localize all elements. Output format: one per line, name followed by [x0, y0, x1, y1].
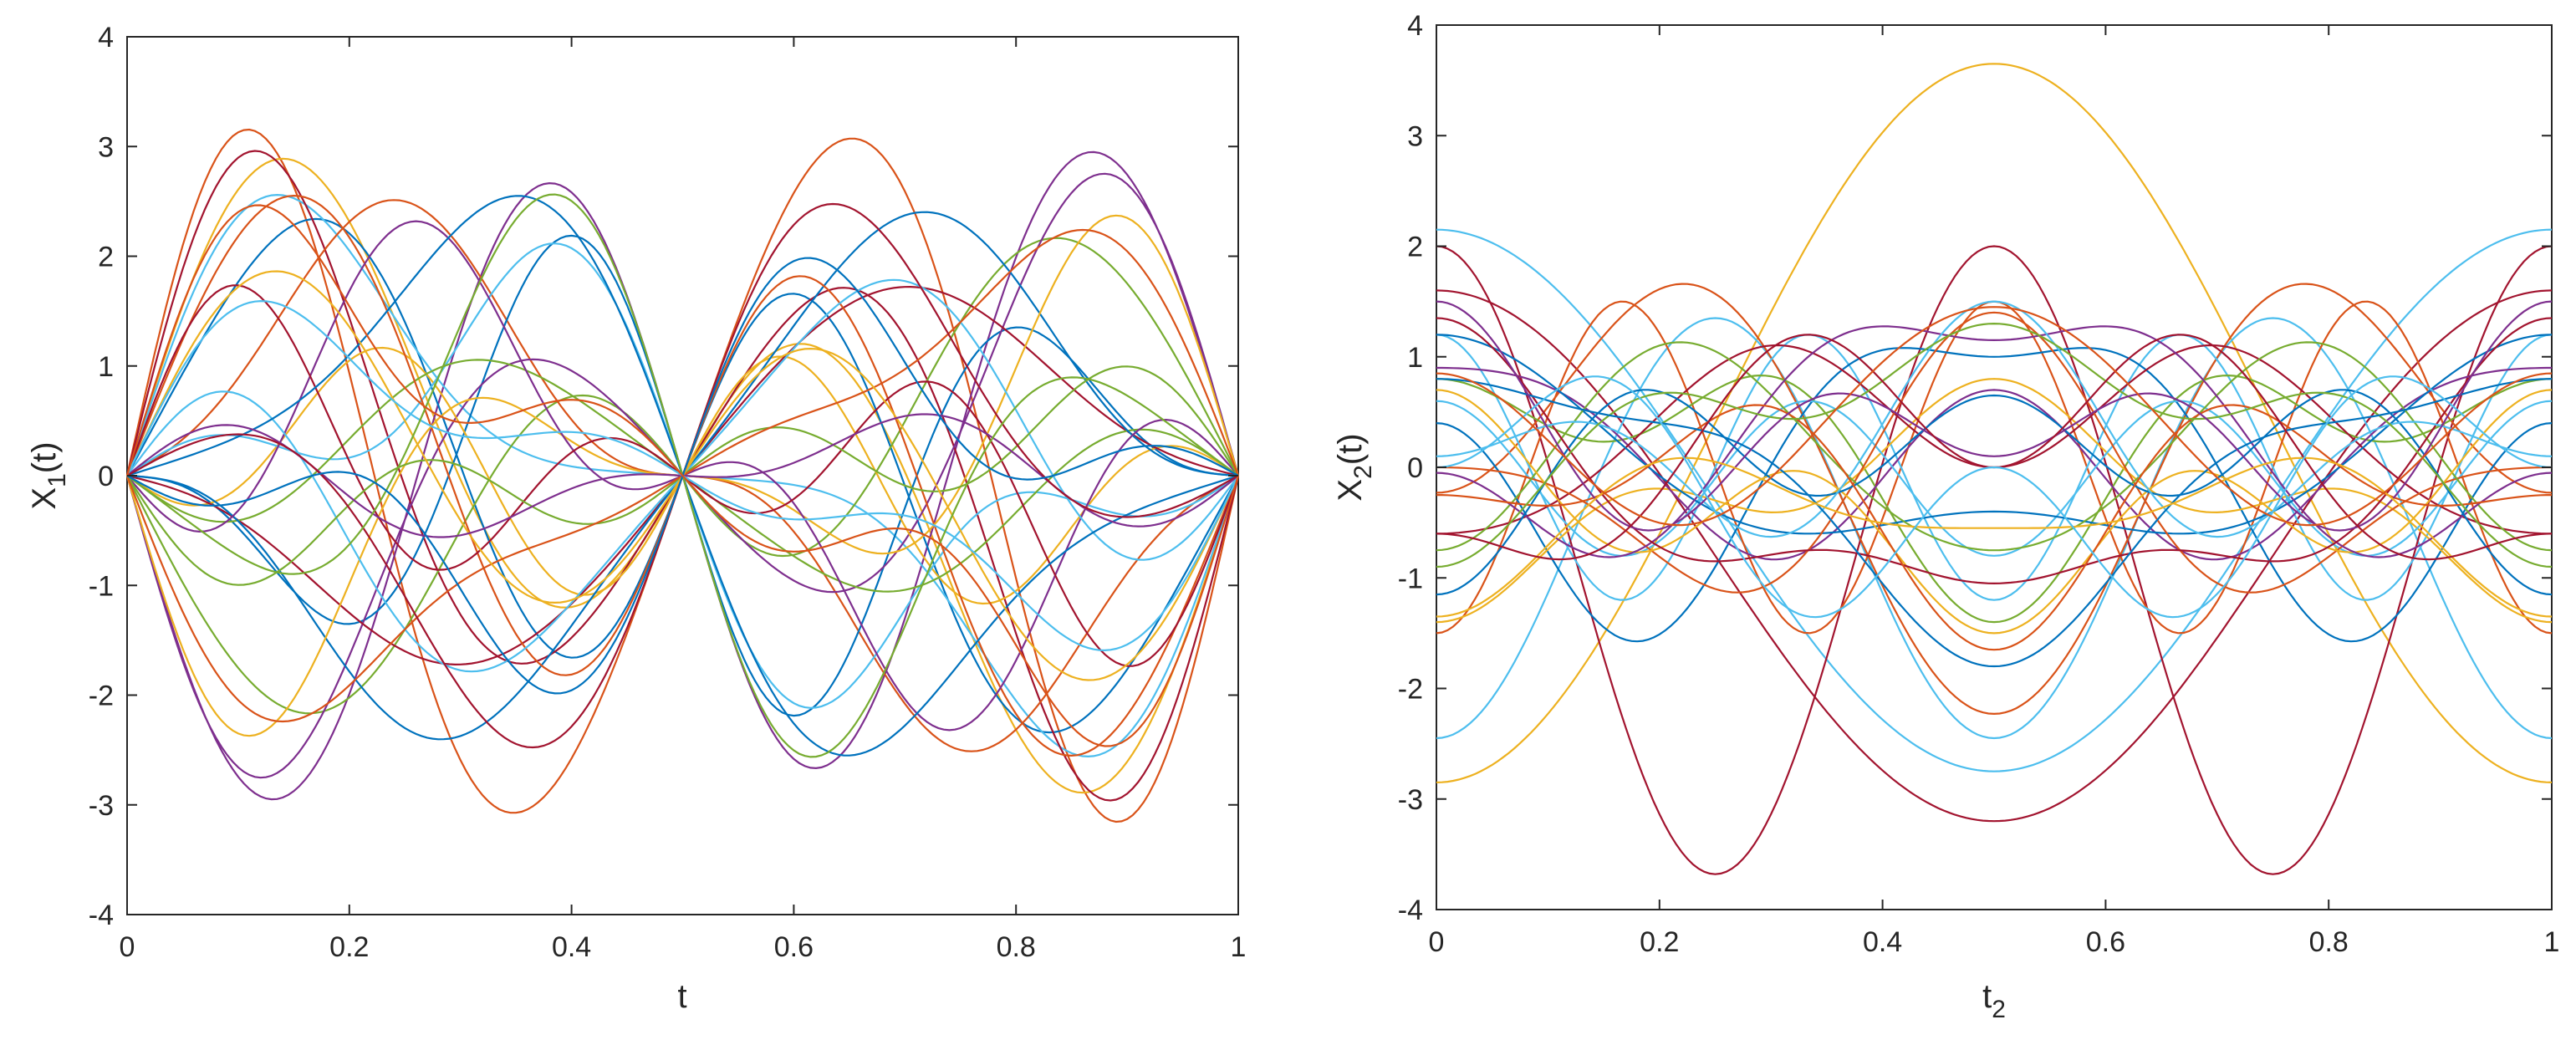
- series-line-right-17: [1436, 341, 2553, 552]
- ticks-right: 0 0.2 0.4 0.6 0.8 1 -4 -3 -2 -1 0 1 2 3 4: [1398, 10, 2560, 958]
- y-tick-label-left: 1: [98, 351, 114, 383]
- series-line-right-16: [1436, 311, 2552, 594]
- series-line-right-19: [1436, 325, 2553, 558]
- series-line-right-26: [1436, 300, 2553, 532]
- series-line-right-22: [1436, 300, 2553, 538]
- y-tick-label-left: -1: [89, 570, 114, 602]
- series-line-right-18: [1436, 389, 2553, 635]
- x-tick-label-left: 0: [120, 931, 135, 963]
- series-line-right-15: [1436, 334, 2553, 535]
- series-line-right-9: [1436, 347, 2553, 643]
- y-tick-label-right: 1: [1407, 342, 1423, 374]
- series-line-right-11: [1436, 378, 2553, 624]
- series-line-right-21: [1436, 317, 2553, 585]
- series-line-right-5: [1436, 245, 2553, 875]
- y-tick-label-left: 3: [98, 131, 114, 163]
- series-line-right-14: [1436, 344, 2553, 535]
- series-line-right-4: [1436, 317, 2553, 740]
- y-tick-label-right: 0: [1407, 452, 1423, 484]
- y-tick-label-right: -2: [1398, 674, 1423, 706]
- series-line-right-30: [1436, 306, 2553, 527]
- y-axis-title-left-sub: 1: [43, 473, 71, 487]
- y-tick-label-left: 4: [98, 22, 114, 54]
- x-tick-label-left: 0.8: [997, 931, 1036, 963]
- y-tick-label-left: 0: [98, 461, 114, 492]
- x-tick-label-right: 0.4: [1863, 926, 1902, 958]
- series-line-right-24: [1436, 322, 2553, 568]
- x-axis-title-right-sub: 2: [1992, 996, 2006, 1023]
- x-tick-label-right: 1: [2544, 926, 2560, 958]
- y-tick-label-right: 4: [1407, 10, 1423, 42]
- series-line-right-23: [1436, 404, 2552, 651]
- series-line-left-30: [125, 204, 1240, 747]
- x-tick-label-left: 0.6: [774, 931, 814, 963]
- y-tick-label-right: -1: [1398, 563, 1423, 594]
- x-axis-title-right: t2: [1982, 978, 2006, 1023]
- x-tick-label-right: 0: [1429, 926, 1445, 958]
- series-line-right-27: [1436, 456, 2553, 618]
- y-tick-label-right: -4: [1398, 895, 1423, 926]
- x-tick-label-right: 0.2: [1640, 926, 1679, 958]
- x-tick-label-right: 0.6: [2086, 926, 2125, 958]
- x-tick-label-left: 0.4: [552, 931, 591, 963]
- y-axis-title-left-main: X: [26, 487, 63, 510]
- y-tick-label-left: -4: [89, 900, 114, 931]
- y-axis-title-right-sub: 2: [1349, 465, 1377, 479]
- ticks-left: 0 0.2 0.4 0.6 0.8 1 -4 -3 -2 -1 0 1 2 3 4: [89, 22, 1247, 963]
- series-line-right-13: [1436, 400, 2553, 557]
- y-tick-label-right: -3: [1398, 784, 1423, 816]
- y-tick-label-left: -3: [89, 790, 114, 822]
- series-line-right-1: [1436, 63, 2553, 783]
- series-line-right-6: [1436, 283, 2553, 716]
- y-axis-title-left-tail: (t): [26, 441, 63, 473]
- series-line-right-20: [1436, 389, 2553, 596]
- series-line-right-25: [1436, 378, 2553, 668]
- series-line-right-10: [1436, 374, 2553, 624]
- series-line-right-8: [1436, 334, 2553, 601]
- x-tick-label-right: 0.8: [2309, 926, 2349, 958]
- y-axis-title-right-main: X: [1332, 479, 1369, 502]
- y-axis-title-right: X2(t): [1332, 433, 1377, 501]
- y-tick-label-left: -2: [89, 681, 114, 712]
- y-tick-label-right: 3: [1407, 120, 1423, 152]
- series-line-right-28: [1436, 334, 2553, 561]
- series-line-right-29: [1436, 375, 2553, 619]
- y-axis-title-right-tail: (t): [1332, 433, 1369, 465]
- series-line-right-12: [1436, 366, 2552, 561]
- curves-left: [125, 128, 1240, 823]
- y-tick-label-right: 2: [1407, 232, 1423, 263]
- y-tick-label-left: 2: [98, 242, 114, 273]
- x-tick-label-left: 1: [1231, 931, 1247, 963]
- series-line-right-3: [1436, 228, 2553, 772]
- x-axis-title-left: t: [677, 978, 686, 1015]
- x-tick-label-left: 0.2: [329, 931, 369, 963]
- y-axis-title-left: X1(t): [26, 441, 71, 509]
- x-axis-title-right-main: t: [1982, 978, 1992, 1015]
- curves-right: [1436, 63, 2553, 875]
